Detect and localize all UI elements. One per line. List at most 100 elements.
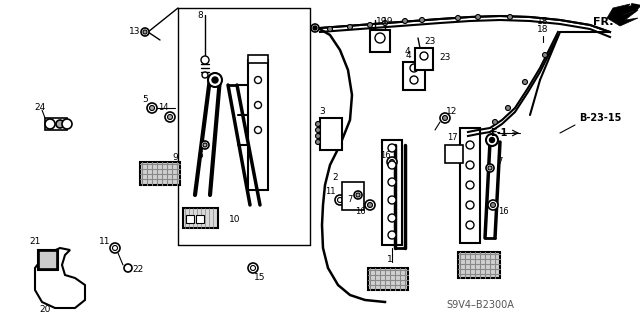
Circle shape: [356, 193, 360, 197]
Circle shape: [56, 120, 64, 128]
Text: 4: 4: [405, 51, 411, 61]
Bar: [45, 118, 67, 130]
Text: 24: 24: [35, 103, 45, 113]
Text: 22: 22: [132, 265, 143, 275]
Text: 4: 4: [404, 48, 410, 56]
Circle shape: [147, 103, 157, 113]
Bar: [196, 215, 204, 223]
Circle shape: [388, 196, 396, 204]
Bar: [460, 128, 480, 243]
Circle shape: [255, 77, 262, 84]
Bar: [248, 60, 268, 190]
Circle shape: [410, 76, 418, 84]
Text: 10: 10: [229, 216, 241, 225]
Circle shape: [488, 166, 492, 170]
Polygon shape: [458, 252, 500, 278]
Bar: [320, 118, 342, 150]
Text: 9: 9: [172, 152, 178, 161]
Circle shape: [440, 113, 450, 123]
Text: 6: 6: [197, 151, 203, 160]
Circle shape: [311, 24, 319, 32]
Text: 7: 7: [497, 158, 502, 167]
Circle shape: [456, 16, 461, 20]
Circle shape: [316, 128, 321, 132]
Bar: [39, 251, 57, 269]
Circle shape: [476, 14, 481, 19]
Text: 16: 16: [355, 207, 365, 217]
Circle shape: [522, 79, 527, 85]
Text: 18: 18: [537, 18, 548, 26]
Bar: [186, 215, 194, 223]
Polygon shape: [38, 250, 58, 270]
Circle shape: [488, 200, 498, 210]
Circle shape: [316, 133, 321, 138]
Polygon shape: [607, 4, 638, 26]
Text: 11: 11: [324, 188, 335, 197]
Circle shape: [375, 33, 385, 43]
Text: 5: 5: [142, 95, 148, 105]
Circle shape: [420, 52, 428, 60]
Text: 18: 18: [537, 26, 548, 34]
Circle shape: [201, 141, 209, 149]
Circle shape: [410, 64, 418, 72]
Text: FR.: FR.: [593, 17, 614, 27]
Circle shape: [208, 73, 222, 87]
Text: 23: 23: [439, 54, 451, 63]
Bar: [382, 140, 402, 245]
Circle shape: [493, 120, 497, 124]
Text: 14: 14: [157, 103, 168, 113]
Circle shape: [335, 195, 345, 205]
Circle shape: [388, 231, 396, 239]
Circle shape: [201, 56, 209, 64]
Circle shape: [466, 201, 474, 209]
Circle shape: [486, 164, 494, 172]
Circle shape: [387, 157, 397, 167]
Circle shape: [354, 191, 362, 199]
Circle shape: [466, 221, 474, 229]
Text: S9V4–B2300A: S9V4–B2300A: [446, 300, 514, 310]
Circle shape: [466, 161, 474, 169]
Circle shape: [316, 139, 321, 145]
Circle shape: [168, 115, 173, 120]
Text: 15: 15: [254, 273, 266, 283]
Polygon shape: [140, 162, 180, 185]
Text: 19: 19: [382, 18, 394, 26]
Circle shape: [113, 246, 118, 250]
Circle shape: [255, 127, 262, 133]
Circle shape: [250, 265, 255, 271]
Circle shape: [337, 197, 342, 203]
Circle shape: [124, 264, 132, 272]
Bar: [445, 145, 463, 163]
Text: 17: 17: [447, 133, 458, 143]
Circle shape: [212, 77, 218, 83]
Circle shape: [45, 119, 55, 129]
Circle shape: [248, 263, 258, 273]
Circle shape: [328, 26, 333, 32]
Circle shape: [367, 23, 372, 27]
Circle shape: [390, 160, 394, 165]
Text: 11: 11: [99, 238, 111, 247]
Polygon shape: [183, 208, 218, 228]
Circle shape: [365, 200, 375, 210]
Bar: [415, 48, 433, 70]
Circle shape: [141, 28, 149, 36]
Polygon shape: [368, 268, 408, 290]
Text: 16: 16: [380, 151, 390, 160]
Circle shape: [110, 243, 120, 253]
Circle shape: [367, 203, 372, 207]
Circle shape: [442, 115, 447, 121]
Circle shape: [388, 214, 396, 222]
Circle shape: [165, 112, 175, 122]
Text: 21: 21: [29, 238, 41, 247]
Text: 1: 1: [387, 256, 393, 264]
Circle shape: [316, 122, 321, 127]
Circle shape: [543, 53, 547, 57]
Circle shape: [143, 30, 147, 34]
Circle shape: [388, 144, 396, 152]
Bar: [403, 62, 425, 90]
Text: B-23-15: B-23-15: [579, 113, 621, 123]
Circle shape: [506, 106, 511, 110]
Circle shape: [255, 101, 262, 108]
Circle shape: [490, 203, 495, 207]
Circle shape: [202, 72, 208, 78]
